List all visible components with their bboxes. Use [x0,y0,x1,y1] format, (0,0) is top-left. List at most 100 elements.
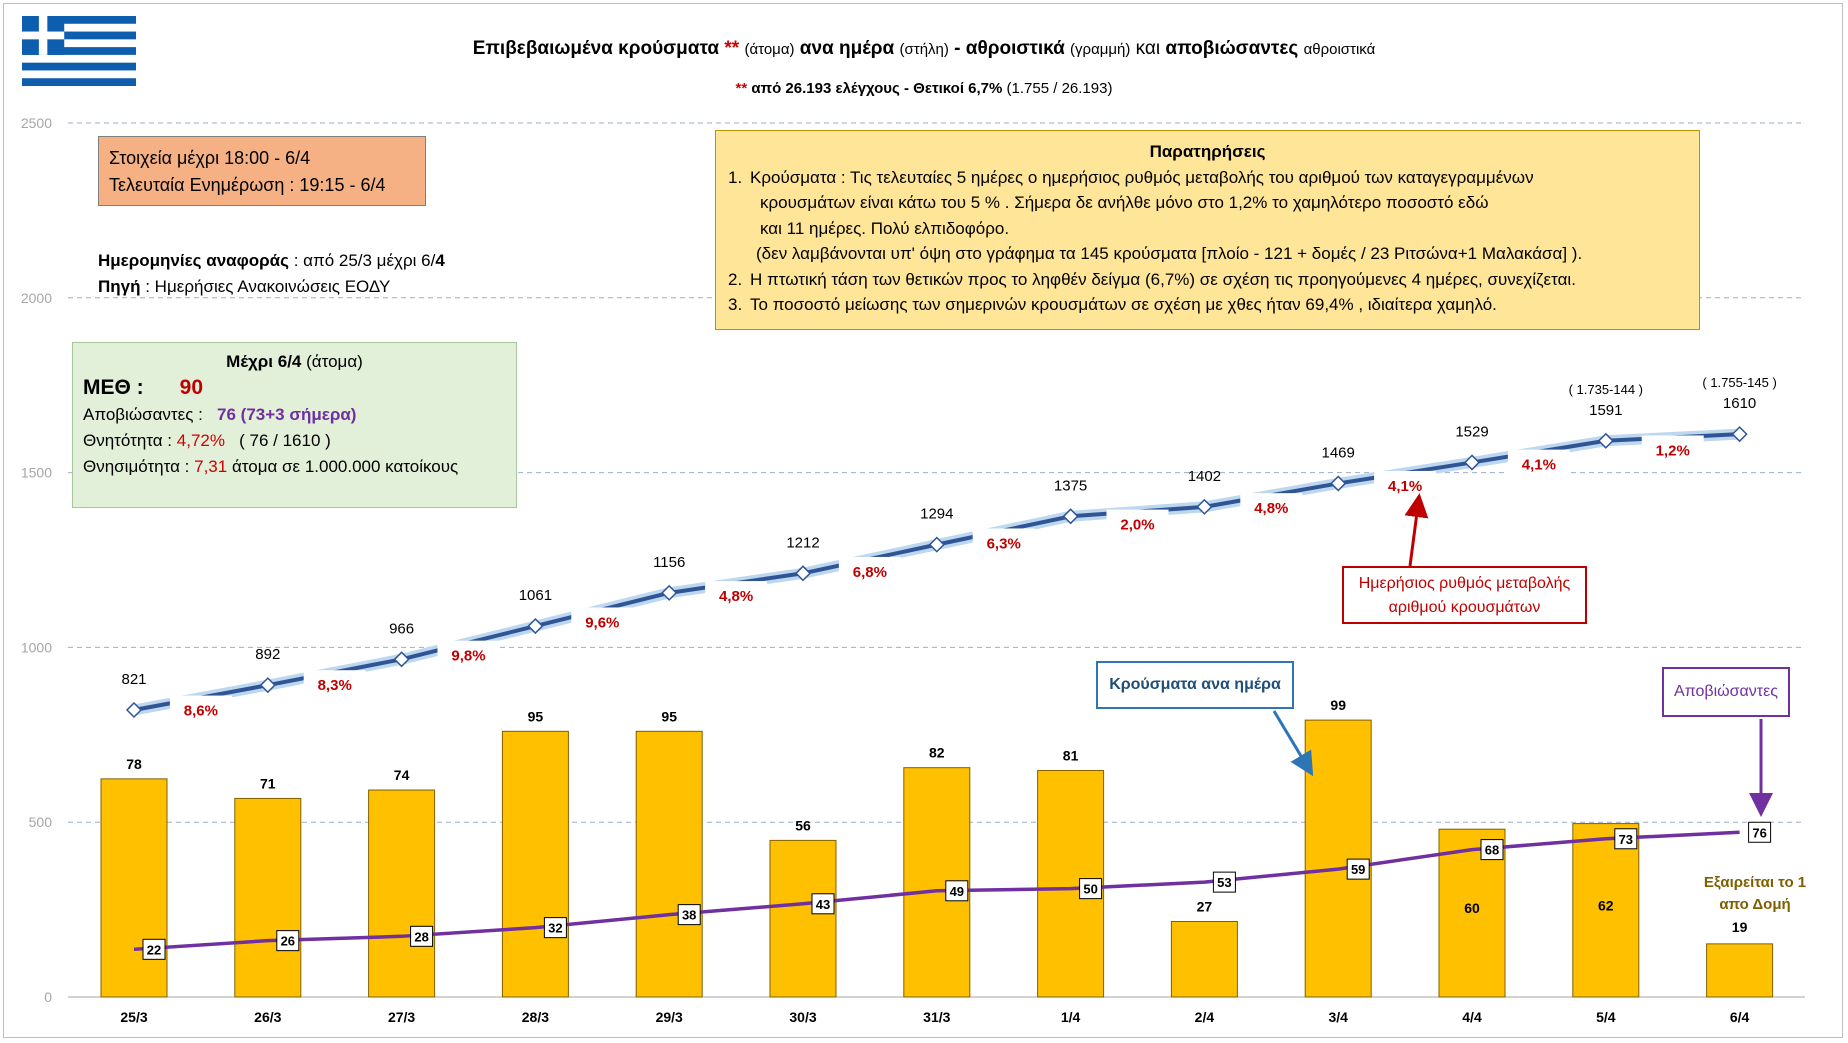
cumulative-value-label: 1061 [519,587,552,604]
callout-arrows [1272,493,1773,817]
stats-head-normal: (άτομα) [306,352,363,371]
note-text: Η πτωτική τάση των θετικών προς το ληφθέ… [750,269,1576,289]
cumulative-value-label: 1529 [1455,423,1488,440]
bar-value-label: 60 [1464,900,1480,916]
note-text: και 11 ημέρες. Πολύ ελπιδοφόρο. [760,218,1010,238]
x-tick-label: 6/4 [1730,1009,1750,1025]
bar-value-label: 71 [260,775,276,791]
x-tick-label: 30/3 [789,1009,816,1025]
note-text: (δεν λαμβάνονται υπ' όψη στο γράφημα τα … [756,244,1583,263]
stats-head-bold: Μέχρι 6/4 [226,352,302,371]
x-tick-label: 3/4 [1328,1009,1348,1025]
exclusion-note-text: Εξαιρείται το 1 [1703,874,1807,891]
cumulative-marker [1196,498,1213,515]
cumulative-value-label: 1402 [1188,468,1221,485]
daily-bar [100,778,168,998]
cumulative-marker [1330,475,1347,492]
cumulative-marker [928,536,945,553]
deaths-value-label: 43 [816,897,830,912]
cumulative-value-label: 966 [389,620,414,637]
deaths-label-box [410,925,434,947]
status-box: Στοιχεία μέχρι 18:00 - 6/4 Τελευταία Ενη… [98,136,426,206]
y-tick-label: 1000 [21,639,52,655]
daily-cases-arrow [1272,710,1314,777]
title-part: (άτομα) [744,41,795,58]
title-star: ** [724,38,740,59]
x-tick-label: 1/4 [1061,1009,1081,1025]
x-tick-label: 25/3 [120,1009,147,1025]
cumulative-value-label: 1212 [786,534,819,551]
chart-frame [3,3,1843,1038]
note-text: κρουσμάτων είναι κάτω του 5 % . Σήμερα δ… [760,193,1489,212]
deaths-value-label: 73 [1619,832,1633,847]
subtitle-normal: (1.755 / 26.193) [1006,80,1113,97]
daily-bar [234,797,302,998]
title-part: αποβιώσαντες [1165,38,1299,59]
title-part: και [1135,38,1161,59]
source-value: : Ημερήσιες Ανακοινώσεις ΕΟΔΥ [145,277,391,296]
callout-text: αριθμού κρουσμάτων [1388,599,1541,616]
growth-rate-label: 4,8% [719,588,753,605]
subtitle-star: ** [735,80,748,97]
bar-value-label: 19 [1732,919,1748,935]
death-rate-detail: άτομα σε 1.000.000 κατοίκους [231,457,459,476]
note-text: Κρούσματα : Τις τελευταίες 5 ημέρες ο ημ… [750,167,1534,187]
icu-value: 90 [179,376,204,399]
daily-bar [635,730,703,998]
ref-value: : από 25/3 μέχρι 6/ [293,251,436,270]
cumulative-marker [1731,426,1748,443]
bar-value-label: 95 [661,708,677,724]
deaths-label-box [811,893,835,915]
deaths-label-box [677,904,701,926]
callout-text: Ημερήσιος ρυθμός μεταβολής [1358,575,1571,592]
x-tick-label: 29/3 [656,1009,683,1025]
cumulative-annotation: ( 1.735-144 ) [1569,382,1643,397]
cumulative-value-label: 1375 [1054,477,1087,494]
bar-series: 78 71 74 95 95 56 82 81 27 99 60 62 19 [100,697,1774,998]
y-tick-label: 2000 [21,290,52,306]
daily-bar [1304,719,1372,998]
x-tick-label: 5/4 [1596,1009,1616,1025]
cumulative-marker [259,677,276,694]
growth-rate-label: 4,1% [1388,478,1422,495]
growth-rate-label: 8,3% [318,677,352,694]
cumulative-marker [661,584,678,601]
daily-bar [1572,823,1640,998]
cumulative-value-label: 1294 [920,506,953,523]
notes-title: Παρατηρήσεις [1149,142,1266,161]
growth-rate-label: 4,1% [1522,457,1556,474]
bar-value-label: 81 [1063,747,1079,763]
deaths-line [133,830,1740,952]
title-part: (γραμμή) [1070,41,1131,58]
cumulative-annotation: ( 1.755-145 ) [1702,375,1776,390]
cumulative-line-series: 821 892 966 1061 1156 1212 1294 1375 1402 1469 152… [121,375,1777,720]
x-tick-label: 26/3 [254,1009,281,1025]
deaths-value-label: 32 [548,921,562,936]
deaths-label-box [1480,839,1504,861]
cumulative-marker [1062,508,1079,525]
deaths-callout: Αποβιώσαντες [1662,667,1790,717]
deaths-value-label: 68 [1485,843,1499,858]
y-tick-label: 1500 [21,465,52,481]
deaths-value-label: 76 [1752,825,1766,840]
growth-rate-backdrop [169,695,232,720]
deaths-label-box [1614,828,1638,850]
mortality-label: Θνητότητα : [83,431,173,450]
deaths-value-label: 28 [414,929,428,944]
cumulative-marker [794,565,812,582]
title-part: αθροιστικά [1303,41,1376,58]
growth-rate-label: 2,0% [1120,517,1154,534]
cumulative-marker [393,651,410,668]
cumulative-value-label: 1610 [1723,395,1756,412]
deaths-value-label: 22 [147,942,161,957]
deaths-value-label: 53 [1217,875,1231,890]
source-label: Πηγή [98,277,141,296]
daily-bar [1706,943,1774,998]
deaths-value-label: 26 [281,934,295,949]
deaths-value-label: 50 [1083,882,1097,897]
ref-value-bold: 4 [435,251,445,270]
growth-rate-backdrop [1106,509,1169,534]
status-line: Στοιχεία μέχρι 18:00 - 6/4 [109,148,311,168]
cumulative-value-label: 1591 [1589,402,1622,419]
